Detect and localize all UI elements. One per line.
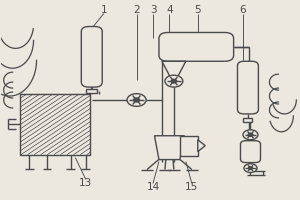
Circle shape bbox=[127, 94, 146, 106]
Text: 3: 3 bbox=[150, 5, 156, 15]
Circle shape bbox=[171, 79, 177, 83]
FancyBboxPatch shape bbox=[159, 32, 234, 61]
Text: 13: 13 bbox=[79, 178, 92, 188]
Circle shape bbox=[134, 98, 140, 102]
Circle shape bbox=[248, 167, 253, 170]
Bar bbox=[86, 89, 97, 93]
FancyBboxPatch shape bbox=[241, 141, 260, 163]
Text: 1: 1 bbox=[100, 5, 107, 15]
Text: 4: 4 bbox=[166, 5, 173, 15]
Circle shape bbox=[165, 75, 183, 87]
Bar bbox=[244, 118, 252, 122]
Text: 6: 6 bbox=[239, 5, 246, 15]
Circle shape bbox=[244, 164, 257, 172]
Text: 15: 15 bbox=[185, 182, 198, 192]
Polygon shape bbox=[154, 136, 184, 160]
Bar bbox=[180, 136, 198, 156]
Text: 2: 2 bbox=[133, 5, 140, 15]
FancyBboxPatch shape bbox=[81, 27, 102, 87]
FancyBboxPatch shape bbox=[238, 61, 258, 114]
Bar bbox=[20, 94, 90, 155]
Circle shape bbox=[243, 130, 258, 140]
Polygon shape bbox=[162, 61, 186, 81]
Circle shape bbox=[248, 133, 253, 136]
Text: 14: 14 bbox=[146, 182, 160, 192]
Text: 5: 5 bbox=[194, 5, 201, 15]
Polygon shape bbox=[198, 140, 205, 152]
Bar bbox=[20, 94, 90, 155]
